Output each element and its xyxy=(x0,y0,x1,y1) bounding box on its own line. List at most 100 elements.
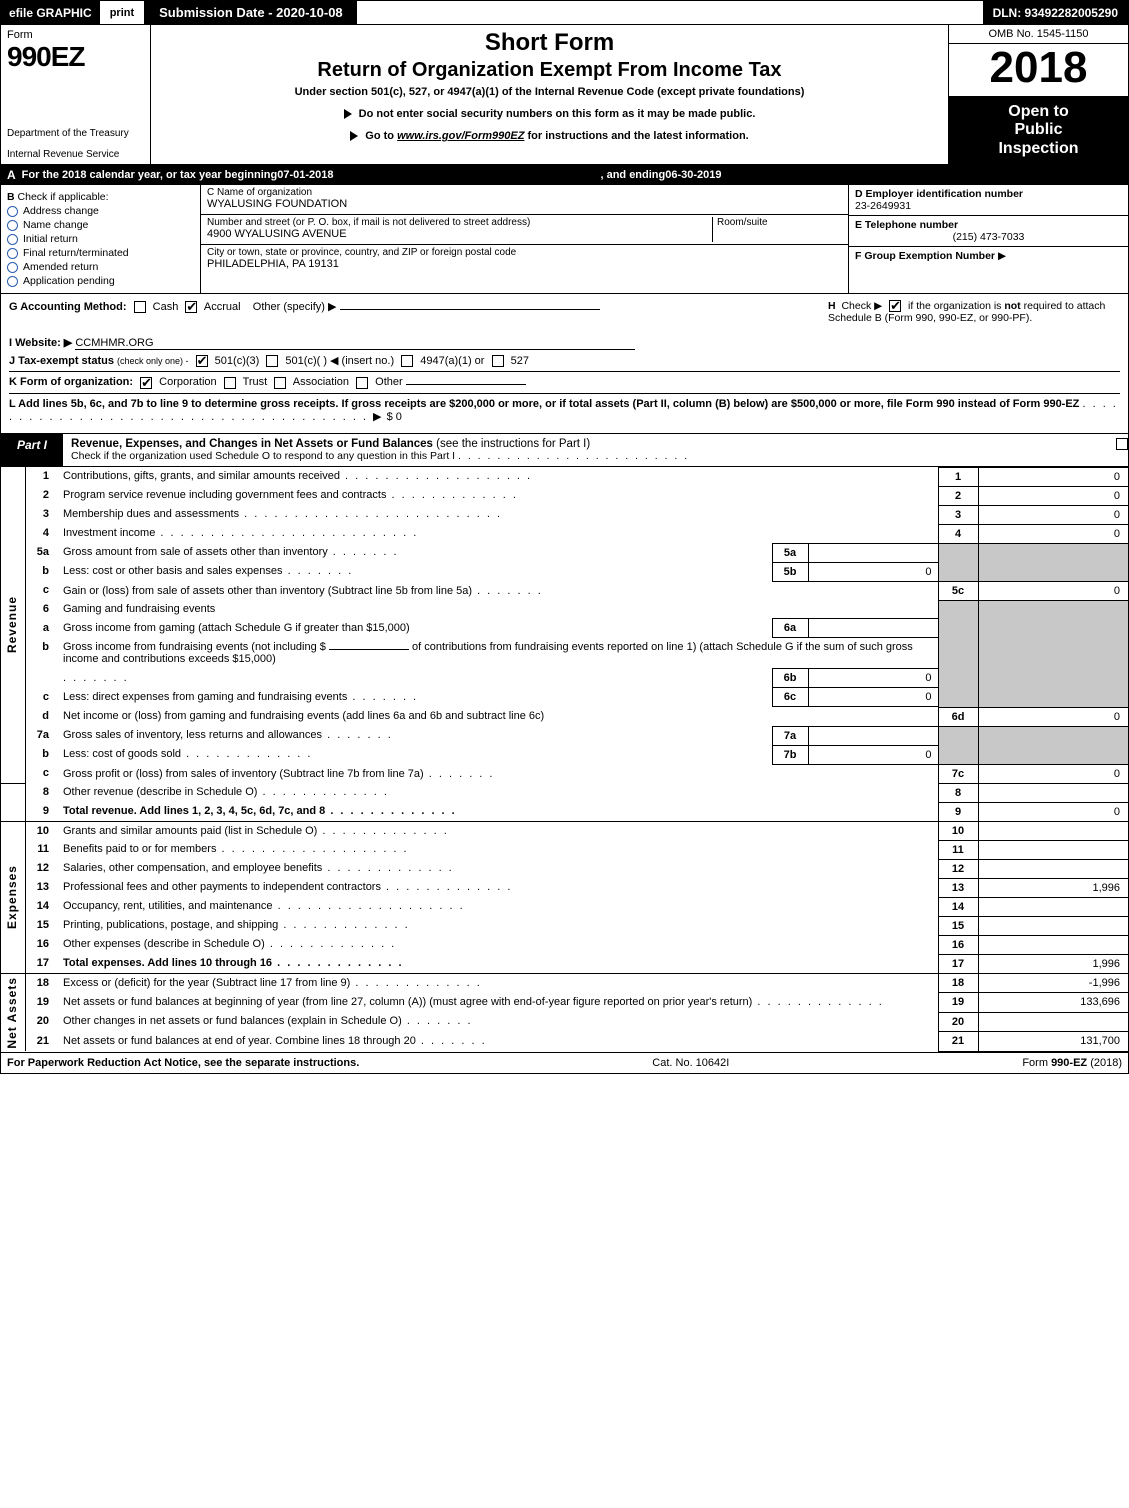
g-accrual: Accrual xyxy=(204,301,241,313)
line-7c-no: c xyxy=(25,764,59,783)
line-18-desc: Excess or (deficit) for the year (Subtra… xyxy=(63,977,350,989)
open-line-2: Public xyxy=(1014,121,1062,138)
part-1-title: Revenue, Expenses, and Changes in Net As… xyxy=(71,438,433,450)
line-3-desc: Membership dues and assessments xyxy=(63,508,239,520)
checkbox-h[interactable] xyxy=(889,300,901,312)
checkbox-trust[interactable] xyxy=(224,377,236,389)
g-label: G Accounting Method: xyxy=(9,301,127,313)
goto-prefix: Go to xyxy=(365,130,397,142)
line-6d-num: 6d xyxy=(938,707,978,726)
line-13-no: 13 xyxy=(25,878,59,897)
line-12-num: 12 xyxy=(938,859,978,878)
footer-right: Form 990-EZ (2018) xyxy=(1022,1057,1122,1069)
org-name: WYALUSING FOUNDATION xyxy=(207,198,842,210)
k-other-input[interactable] xyxy=(406,384,526,385)
f-arrow-icon: ▶ xyxy=(998,250,1006,262)
line-2-num: 2 xyxy=(938,486,978,505)
expenses-side-text: Expenses xyxy=(5,865,19,929)
line-10-num: 10 xyxy=(938,821,978,840)
submission-date: Submission Date - 2020-10-08 xyxy=(145,1,357,24)
part-1-header: Part I Revenue, Expenses, and Changes in… xyxy=(1,433,1128,467)
line-5a-desc: Gross amount from sale of assets other t… xyxy=(63,546,328,558)
grey-cell-5 xyxy=(938,543,978,581)
form-number: 990EZ xyxy=(7,41,144,73)
opt-address-change: Address change xyxy=(23,205,99,217)
line-2-val: 0 xyxy=(978,486,1128,505)
checkbox-527[interactable] xyxy=(492,355,504,367)
line-21-no: 21 xyxy=(25,1032,59,1052)
entity-center: C Name of organization WYALUSING FOUNDAT… xyxy=(201,185,848,293)
line-7b-innerno: 7b xyxy=(772,745,808,764)
line-6d-no: d xyxy=(25,707,59,726)
open-line-1: Open to xyxy=(1008,103,1068,120)
j-527: 527 xyxy=(511,355,529,367)
line-5b-innerno: 5b xyxy=(772,562,808,581)
line-18-num: 18 xyxy=(938,973,978,993)
checkbox-501c[interactable] xyxy=(266,355,278,367)
line-7a-innerno: 7a xyxy=(772,726,808,745)
line-6b-blank[interactable] xyxy=(329,649,409,650)
section-b: B Check if applicable: Address change Na… xyxy=(1,185,201,293)
footer-left: For Paperwork Reduction Act Notice, see … xyxy=(7,1057,359,1069)
omb-number: OMB No. 1545-1150 xyxy=(949,25,1128,44)
i-label: I Website: ▶ xyxy=(9,337,72,349)
return-title: Return of Organization Exempt From Incom… xyxy=(159,59,940,82)
h-box: H Check ▶ if the organization is not req… xyxy=(820,300,1120,324)
line-6b-no: b xyxy=(25,638,59,688)
radio-name-change[interactable] xyxy=(7,220,18,231)
checkbox-501c3[interactable] xyxy=(196,355,208,367)
j-4947: 4947(a)(1) or xyxy=(420,355,484,367)
radio-address-change[interactable] xyxy=(7,206,18,217)
form-word: Form xyxy=(7,29,144,41)
opt-application-pending: Application pending xyxy=(23,275,115,287)
checkbox-assoc[interactable] xyxy=(274,377,286,389)
line-4-desc: Investment income xyxy=(63,527,155,539)
b-label: B xyxy=(7,191,15,203)
j-label: J Tax-exempt status xyxy=(9,355,114,367)
radio-amended-return[interactable] xyxy=(7,262,18,273)
form-header: Form 990EZ Department of the Treasury In… xyxy=(1,25,1128,165)
line-17-num: 17 xyxy=(938,954,978,973)
checkbox-accrual[interactable] xyxy=(185,301,197,313)
line-14-val xyxy=(978,897,1128,916)
triangle-icon xyxy=(350,131,358,141)
under-section: Under section 501(c), 527, or 4947(a)(1)… xyxy=(159,86,940,98)
goto-link[interactable]: www.irs.gov/Form990EZ xyxy=(397,130,524,142)
h-not: not xyxy=(1004,300,1020,312)
line-1-desc: Contributions, gifts, grants, and simila… xyxy=(63,470,340,482)
line-6b-innerval: 0 xyxy=(808,669,938,688)
radio-application-pending[interactable] xyxy=(7,276,18,287)
g-other-input[interactable] xyxy=(340,309,600,310)
radio-final-return[interactable] xyxy=(7,248,18,259)
line-1-val: 0 xyxy=(978,467,1128,486)
h-label: H xyxy=(828,300,836,312)
line-8-desc: Other revenue (describe in Schedule O) xyxy=(63,786,257,798)
radio-initial-return[interactable] xyxy=(7,234,18,245)
line-6b-desc1: Gross income from fundraising events (no… xyxy=(63,641,326,653)
line-2-no: 2 xyxy=(25,486,59,505)
line-16-val xyxy=(978,935,1128,954)
checkbox-cash[interactable] xyxy=(134,301,146,313)
line-4-num: 4 xyxy=(938,524,978,543)
line-6a-desc: Gross income from gaming (attach Schedul… xyxy=(63,622,410,634)
line-19-no: 19 xyxy=(25,993,59,1013)
line-17-desc: Total expenses. Add lines 10 through 16 xyxy=(63,957,272,969)
checkbox-corp[interactable] xyxy=(140,377,152,389)
part-1-checkbox[interactable] xyxy=(1116,438,1128,450)
k-corp: Corporation xyxy=(159,376,216,388)
line-18-no: 18 xyxy=(25,973,59,993)
line-11-num: 11 xyxy=(938,840,978,859)
line-20-desc: Other changes in net assets or fund bala… xyxy=(63,1015,402,1027)
line-10-val xyxy=(978,821,1128,840)
line-3-num: 3 xyxy=(938,505,978,524)
part-1-table: Revenue 1 Contributions, gifts, grants, … xyxy=(1,467,1128,1052)
revenue-side-ext xyxy=(1,783,25,821)
dln-label: DLN: 93492282005290 xyxy=(983,1,1128,24)
print-button[interactable]: print xyxy=(100,1,145,24)
line-17-val: 1,996 xyxy=(978,954,1128,973)
line-4-val: 0 xyxy=(978,524,1128,543)
l-text: L Add lines 5b, 6c, and 7b to line 9 to … xyxy=(9,398,1079,410)
checkbox-4947[interactable] xyxy=(401,355,413,367)
j-note: (check only one) - xyxy=(117,356,189,366)
checkbox-other[interactable] xyxy=(356,377,368,389)
